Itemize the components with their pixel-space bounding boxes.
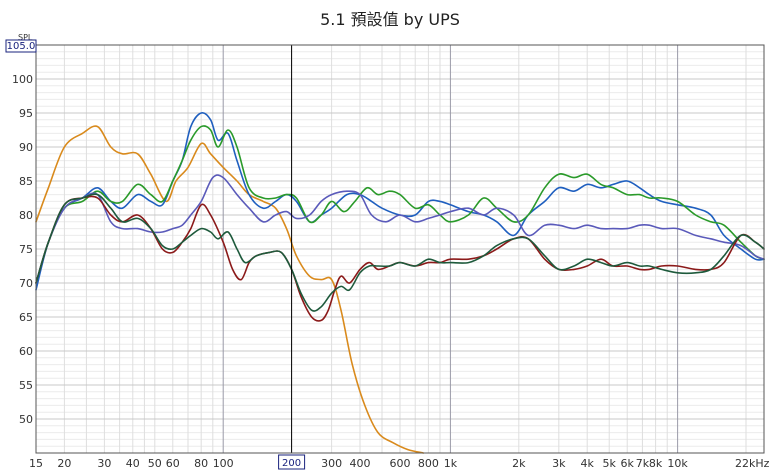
y-max-readout: 105.0 <box>7 41 36 52</box>
x-tick-label: 5k <box>603 457 617 470</box>
cursor-readout: 200 <box>282 458 301 469</box>
x-tick-label: 600 <box>390 457 411 470</box>
y-tick-label: 95 <box>19 107 33 120</box>
series-line-2 <box>35 111 765 291</box>
x-tick-label: 100 <box>213 457 234 470</box>
x-tick-label: 40 <box>126 457 140 470</box>
cursor-readout-box[interactable]: 200 <box>278 454 306 470</box>
series-line-6 <box>35 193 765 312</box>
x-tick-label: 15 <box>29 457 43 470</box>
x-tick-label: 400 <box>349 457 370 470</box>
x-tick-label: 800 <box>418 457 439 470</box>
y-tick-label: 50 <box>19 413 33 426</box>
y-max-readout-box[interactable]: 105.0 <box>5 39 37 53</box>
x-tick-label: 6k <box>621 457 635 470</box>
y-tick-label: 70 <box>19 277 33 290</box>
y-tick-label: 85 <box>19 175 33 188</box>
x-tick-labels: 15 20 30 40 50 60 80 100 300 400 600 800 1k 2k 3k 4k 5k 6… <box>29 457 770 470</box>
x-tick-label: 8k <box>649 457 663 470</box>
x-tick-label: 30 <box>97 457 111 470</box>
x-tick-label: 50 <box>148 457 162 470</box>
y-tick-label: 80 <box>19 209 33 222</box>
series-layer <box>35 111 765 454</box>
x-tick-label: 60 <box>166 457 180 470</box>
x-tick-label: 2k <box>512 457 526 470</box>
y-tick-label: 100 <box>12 73 33 86</box>
x-tick-label: 300 <box>321 457 342 470</box>
y-tick-label: 65 <box>19 311 33 324</box>
series-line-5 <box>35 195 765 322</box>
series-line-1 <box>35 125 425 454</box>
y-tick-labels: 100 95 90 85 80 75 70 65 60 55 50 <box>12 73 33 426</box>
chart-title: 5.1 預設值 by UPS <box>320 10 460 29</box>
series-line-4 <box>35 174 765 284</box>
x-tick-label: 20 <box>57 457 71 470</box>
y-axis-unit: SPL <box>18 33 33 42</box>
x-tick-label: 3k <box>552 457 566 470</box>
y-tick-label: 60 <box>19 345 33 358</box>
y-tick-label: 75 <box>19 243 33 256</box>
y-tick-label: 55 <box>19 379 33 392</box>
x-tick-label: 4k <box>581 457 595 470</box>
x-tick-label: 1k <box>444 457 458 470</box>
series-line-3 <box>35 125 765 284</box>
x-tick-label: 7k <box>636 457 650 470</box>
x-tick-label: 22kHz <box>735 457 770 470</box>
plot-frame <box>35 44 765 454</box>
x-tick-label: 80 <box>194 457 208 470</box>
x-tick-label: 10k <box>667 457 688 470</box>
y-tick-label: 90 <box>19 141 33 154</box>
